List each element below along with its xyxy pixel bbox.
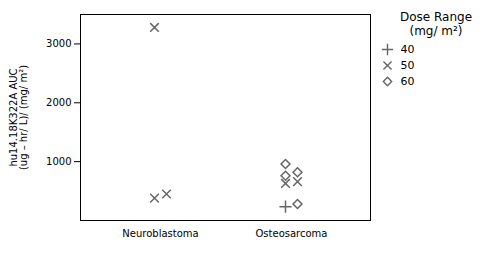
- html-text:Dose Range (mg/ m²): Dose Range (mg/ m²): [400, 10, 472, 38]
- svg-text:Osteosarcoma: Osteosarcoma: [256, 228, 328, 239]
- svg-text:2000: 2000: [46, 97, 71, 108]
- svg-text:3000: 3000: [46, 38, 71, 49]
- svg-text:1000: 1000: [46, 156, 71, 167]
- html-text:50: 50: [400, 59, 415, 72]
- html-text:60: 60: [400, 75, 415, 88]
- svg-text:Neuroblastoma: Neuroblastoma: [122, 228, 198, 239]
- svg-text:hu14.18K322A AUC(ug – hr/ L)/: hu14.18K322A AUC(ug – hr/ L)/ (mg/ m²): [8, 65, 29, 170]
- html-text:40: 40: [400, 43, 415, 56]
